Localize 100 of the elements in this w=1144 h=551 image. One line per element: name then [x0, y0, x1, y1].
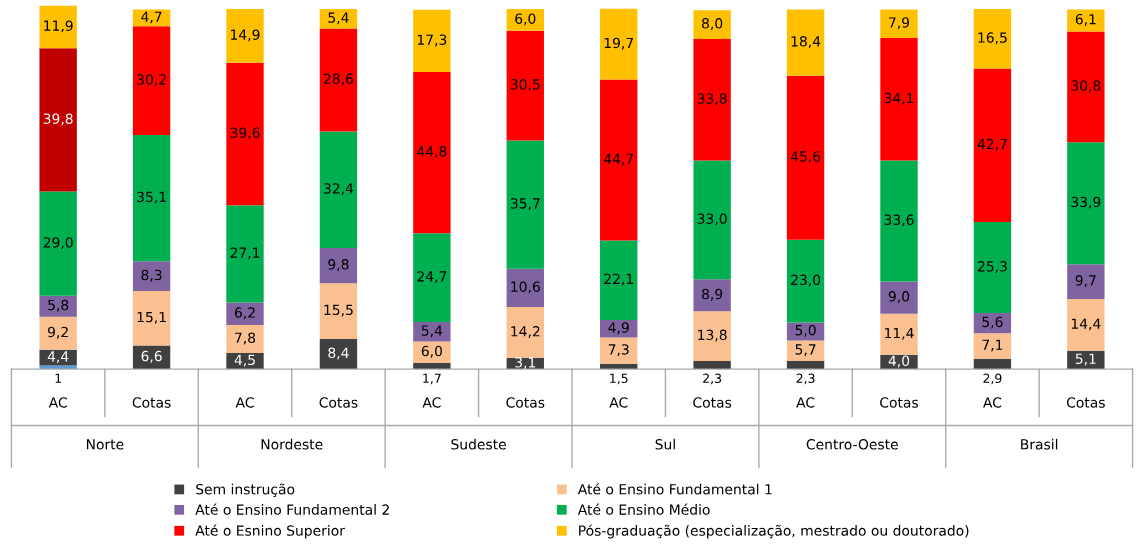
data-label: 1,7	[423, 373, 441, 385]
bar	[226, 62, 264, 206]
data-label: 1	[55, 373, 61, 383]
data-label: 3,1	[515, 357, 536, 370]
data-label: 23,0	[791, 274, 821, 287]
data-label: 29,0	[43, 237, 73, 250]
bar	[413, 341, 451, 364]
bar	[600, 8, 638, 80]
bar	[973, 333, 1012, 359]
bar	[973, 222, 1012, 314]
bar	[39, 191, 77, 296]
bar	[319, 28, 358, 132]
data-label: 5,4	[328, 12, 349, 25]
bar	[880, 9, 918, 38]
x-tick-label: AC	[796, 397, 815, 408]
data-label: 35,1	[137, 191, 166, 204]
bar	[226, 205, 264, 303]
bar	[600, 363, 638, 370]
bar	[226, 9, 264, 63]
x-tick-label: Cotas	[319, 397, 358, 408]
data-label: 15,5	[324, 304, 353, 317]
bar	[506, 30, 544, 141]
bar	[413, 363, 451, 370]
data-label: 16,5	[978, 32, 1007, 45]
bar	[786, 322, 825, 341]
bar	[319, 338, 358, 370]
data-label: 4,9	[608, 322, 629, 335]
bar	[226, 302, 264, 325]
x-tick-label: Cotas	[880, 397, 919, 408]
data-label: 8,4	[328, 347, 349, 360]
bar	[413, 233, 451, 323]
text: Brasil	[1021, 438, 1058, 450]
bar	[132, 291, 171, 346]
bar	[319, 131, 358, 248]
bar	[1067, 264, 1105, 300]
bar	[880, 313, 918, 355]
data-label: 27,1	[230, 247, 260, 260]
legend-label: Pós-graduação (especialização, mestrado ou doutorado)	[579, 524, 969, 539]
bar	[413, 72, 451, 234]
data-label: 4,0	[888, 355, 910, 368]
bar	[1067, 9, 1105, 32]
text: Norte	[86, 439, 124, 450]
data-label: 14,4	[1071, 318, 1101, 331]
data-label: 4,7	[141, 11, 162, 24]
bar	[319, 9, 358, 29]
data-label: 44,7	[603, 153, 633, 166]
bar	[506, 140, 544, 269]
data-label: 5,8	[48, 299, 69, 312]
data-label: 30,5	[510, 79, 540, 91]
bar	[693, 10, 731, 39]
bar	[506, 268, 544, 307]
bar	[1067, 142, 1105, 265]
bar	[786, 340, 825, 361]
data-label: 1,5	[610, 373, 628, 385]
x-tick-label: AC	[609, 397, 628, 408]
data-label: 14,2	[511, 326, 540, 338]
x-tick-label: AC	[422, 397, 441, 408]
bar	[693, 279, 731, 312]
bar	[693, 360, 731, 370]
bar	[506, 9, 544, 31]
data-label: 7,1	[982, 339, 1003, 352]
data-label: 33,8	[697, 93, 727, 106]
data-label: 33,6	[884, 214, 914, 227]
data-label: 5,1	[1075, 353, 1096, 366]
legend-label: Até o Esnino Superior	[195, 524, 345, 539]
bar	[600, 319, 638, 338]
data-label: 30,2	[137, 74, 166, 87]
data-label: 15,1	[137, 311, 166, 324]
bar	[39, 295, 77, 317]
bar	[973, 9, 1012, 69]
text: Centro-Oeste	[806, 439, 898, 450]
data-label: 11,9	[44, 20, 73, 33]
bar	[39, 316, 77, 350]
bar	[132, 345, 171, 370]
data-label: 9,2	[47, 326, 68, 339]
bar	[506, 306, 544, 359]
text: Sul	[655, 438, 675, 450]
data-label: 6,0	[515, 13, 536, 26]
data-label: 45,6	[790, 151, 821, 164]
bar	[693, 311, 731, 361]
data-label: 19,7	[604, 37, 633, 50]
data-label: 32,4	[324, 183, 354, 196]
data-label: 28,6	[323, 73, 354, 86]
x-tick-label: AC	[48, 397, 67, 408]
bar	[786, 239, 825, 323]
bar	[600, 79, 638, 241]
data-label: 39,6	[230, 127, 260, 140]
data-label: 17,3	[417, 34, 447, 47]
bar	[880, 281, 918, 314]
data-label: 42,7	[977, 138, 1007, 151]
data-label: 44,8	[417, 146, 447, 159]
bar	[1067, 350, 1105, 370]
data-label: 14,9	[231, 29, 260, 42]
bar	[132, 26, 171, 135]
data-label: 10,6	[511, 281, 540, 294]
data-label: 11,4	[885, 327, 914, 340]
data-label: 8,0	[702, 18, 723, 31]
data-label: 8,3	[141, 269, 162, 282]
data-label: 5,0	[795, 324, 816, 337]
data-label: 25,3	[977, 261, 1007, 273]
